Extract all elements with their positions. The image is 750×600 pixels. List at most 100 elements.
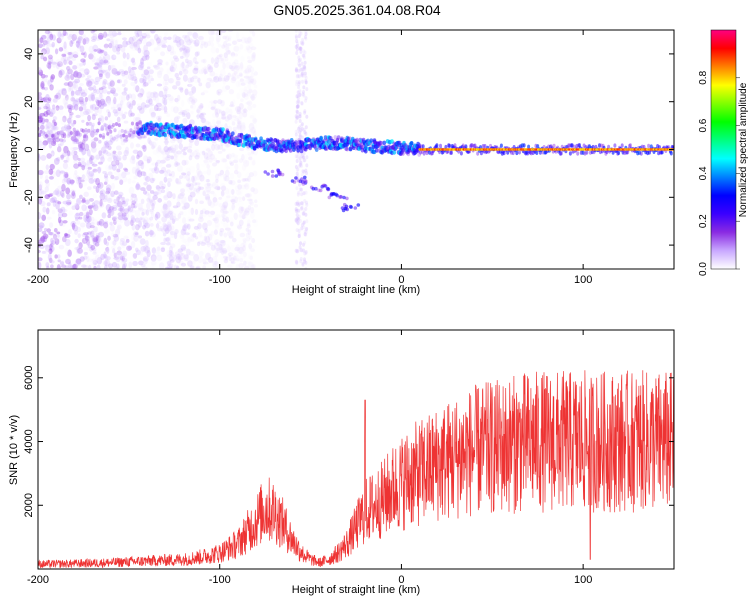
spectrogram-cell [67, 67, 73, 71]
spectrogram-cell [298, 130, 302, 135]
spectrogram-cell [154, 64, 160, 69]
spectrogram-cell [92, 250, 97, 254]
spectrogram-cell [148, 198, 155, 202]
spectrogram-cell [188, 38, 193, 44]
spectrogram-cell [113, 111, 119, 117]
spectrogram-cell [42, 233, 49, 240]
spectrogram-cell [82, 265, 89, 269]
spectrogram-cell [149, 199, 156, 207]
spectrogram-cell [45, 133, 49, 138]
spectrogram-cell [164, 170, 168, 178]
snr-x-tick-label: 100 [574, 574, 592, 586]
spectrogram-cell [189, 264, 193, 269]
spectrogram-cell [42, 35, 47, 39]
spectrogram-cell [117, 79, 123, 84]
spectrogram-cell [58, 138, 64, 142]
spectrogram-cell [216, 37, 221, 43]
spectrogram-cell [226, 219, 231, 223]
spectrogram-cell [70, 135, 77, 142]
spectrogram-cell [300, 172, 304, 177]
spectrogram-cell [146, 66, 151, 70]
spectrogram-cell [294, 259, 298, 264]
spectrogram-cell [220, 57, 224, 62]
spectrogram-cell [217, 173, 222, 177]
spectrogram-cell [194, 236, 199, 240]
spectrogram-cell [169, 259, 175, 263]
spectrogram-cell [89, 263, 95, 269]
spectrogram-cell [133, 116, 138, 123]
spectrogram-cell [102, 198, 108, 203]
spectrogram-cell [235, 46, 242, 54]
spectrogram-cell [225, 50, 231, 56]
spectrogram-cell [163, 213, 169, 217]
spectrogram-cell [175, 256, 181, 264]
spectrogram-cell [181, 238, 188, 243]
spectrogram-cell [85, 171, 92, 177]
spectrogram-cell [38, 106, 42, 110]
spectrogram-cell [99, 104, 105, 110]
spectrogram-cell [210, 42, 215, 47]
spectrogram-cell [248, 129, 253, 135]
spectrogram-cell [193, 79, 200, 84]
spectrogram-cell [95, 234, 99, 239]
spectrogram-cell [181, 228, 187, 234]
spectrogram-cell [66, 150, 72, 157]
spectrogram-cell [52, 119, 56, 124]
spectrogram-cell [138, 120, 142, 125]
spectrogram-cell [156, 70, 163, 75]
spectrogram-cell [236, 119, 241, 125]
spectrogram-cell [89, 78, 95, 85]
spectrogram-cell [332, 192, 336, 196]
spectrogram-cell [181, 44, 186, 51]
spectrogram-cell [319, 135, 323, 141]
spectrogram-cell [105, 187, 111, 194]
spectrogram-cell [208, 73, 213, 77]
spectrogram-cell [297, 228, 301, 233]
spectrogram-cell [64, 125, 69, 132]
spectrogram-cell [52, 137, 56, 144]
spectrogram-cell [129, 157, 136, 165]
spectrogram-cell [227, 65, 233, 71]
spectrogram-cell [166, 249, 172, 257]
spectrogram-cell [111, 245, 116, 250]
spectrogram-cell [242, 245, 246, 252]
spectrogram-cell [100, 69, 106, 73]
spectrogram-cell [105, 247, 112, 254]
spectrogram-cell [229, 184, 234, 189]
spectrogram-cell [210, 106, 216, 110]
spectrogram-cell [191, 86, 197, 94]
spectrogram-cell [216, 37, 221, 42]
spectrogram-cell [187, 178, 191, 184]
spectrogram-cell [245, 76, 251, 82]
spectrogram-cell [205, 252, 211, 261]
spectrogram-cell [222, 222, 229, 228]
spectrogram-cell [46, 153, 52, 159]
spectrogram-cell [141, 78, 147, 84]
spectrogram-cell [304, 232, 308, 237]
spectrogram-cell [116, 196, 120, 203]
spectrogram-cell [227, 245, 231, 252]
spectrogram-cell [205, 78, 211, 83]
spectrogram-cell [46, 216, 52, 220]
spectrogram-cell [195, 265, 201, 269]
spectrogram-cell [163, 32, 169, 36]
spectrogram-cell [45, 42, 51, 46]
spectrogram-cell [221, 255, 227, 261]
spectrogram-cell [96, 235, 101, 244]
spectrogram-cell [178, 260, 184, 266]
spectrogram-cell [180, 200, 185, 205]
spectrogram-cell [124, 146, 130, 154]
spectrogram-cell [116, 79, 121, 84]
spectrogram-cell [148, 69, 154, 75]
spectrogram-cell [105, 256, 111, 261]
spectrogram-cell [131, 57, 136, 63]
spectrogram-cell [159, 185, 166, 190]
spectrogram-cell [252, 188, 259, 195]
spectrogram-cell [251, 112, 256, 121]
spectrogram-cell [38, 72, 43, 75]
spectrogram-cell [57, 61, 63, 68]
spectrogram-cell [196, 107, 201, 114]
spectrogram-cell [298, 182, 301, 187]
spectrogram-cell [231, 160, 238, 164]
spectrogram-cell [132, 149, 139, 154]
